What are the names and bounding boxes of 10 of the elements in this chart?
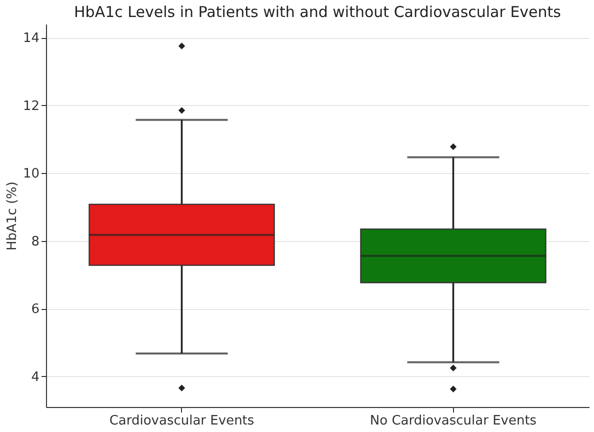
x-tick-label: No Cardiovascular Events — [370, 414, 537, 428]
y-tick-label: 14 — [22, 31, 40, 46]
y-tick-label: 4 — [31, 370, 40, 385]
y-tick-label: 6 — [31, 302, 40, 318]
chart-title: HbA1c Levels in Patients with and without Cardiovascular Events — [74, 3, 562, 21]
y-axis-title: HbA1c (%) — [4, 182, 20, 250]
y-tick-label: 10 — [22, 166, 40, 182]
y-tick-label: 12 — [22, 98, 40, 114]
y-tick-label: 8 — [31, 234, 40, 250]
x-tick-label: Cardiovascular Events — [109, 414, 254, 428]
